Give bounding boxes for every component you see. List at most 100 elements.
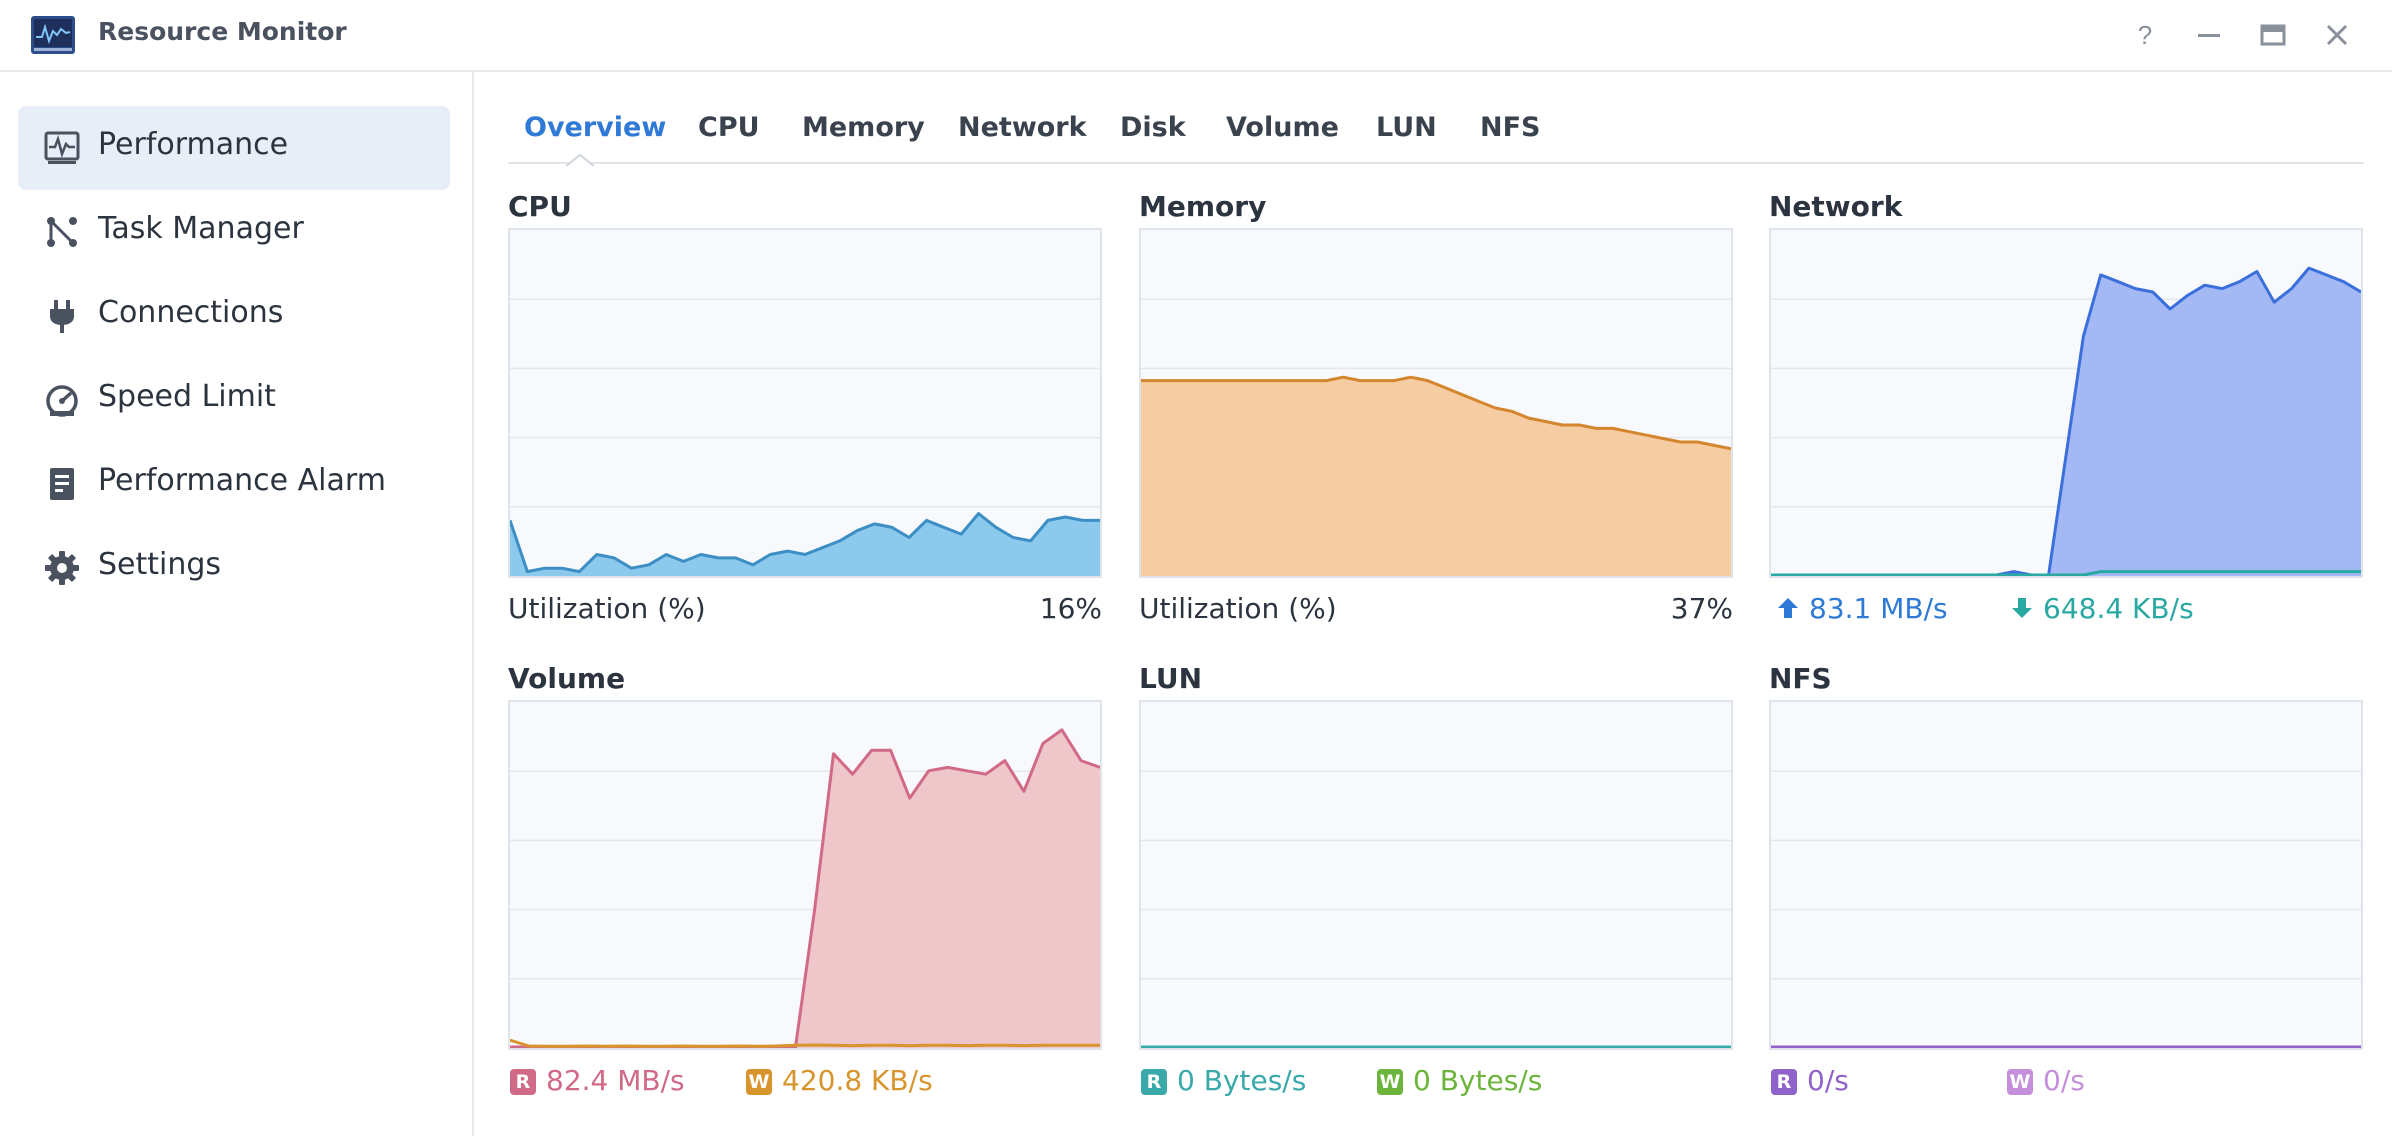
close-icon [2326,24,2348,46]
volume-read: R 82.4 MB/s [510,1064,685,1097]
download-arrow-icon [2012,598,2032,618]
sidebar-item-label: Settings [98,547,222,582]
network-chart-svg [1771,266,2361,576]
volume-read-series-area [510,729,1100,1048]
sidebar-item-settings[interactable]: Settings [18,526,450,610]
task-manager-icon [47,217,77,247]
panel-title: Volume [508,662,626,695]
nfs-panel[interactable]: NFS R 0/s W 0/s [1769,662,2363,1128]
gear-icon [45,551,79,585]
panel-title: Network [1769,190,1903,223]
maximize-icon [2260,24,2286,46]
volume-panel[interactable]: Volume R 82.4 MB/s W 420.8 KB/s [508,662,1102,1128]
minimize-icon [2198,34,2220,37]
nfs-write: W 0/s [2007,1064,2085,1097]
nfs-chart-svg [1771,770,2361,1048]
memory-value: 37% [1670,592,1733,625]
nfs-read: R 0/s [1771,1064,1849,1097]
read-badge: R [510,1069,536,1095]
cpu-metric-label: Utilization (%) [508,592,706,625]
cpu-value: 16% [1039,592,1102,625]
gauge-icon [46,385,78,417]
upload-arrow-icon [1778,598,1798,618]
network-upload: 83.1 MB/s [1777,592,1948,625]
maximize-button[interactable] [2256,18,2290,52]
pulse-icon [44,131,80,164]
sidebar: Performance Task Manager Connections Spe… [0,72,474,1136]
volume-write: W 420.8 KB/s [746,1064,933,1097]
lun-panel[interactable]: LUN R 0 Bytes/s W 0 Bytes/s [1139,662,1733,1128]
minimize-button[interactable] [2192,18,2226,52]
sidebar-item-performance-alarm[interactable]: Performance Alarm [18,442,450,526]
alarm-icon [50,468,74,500]
help-icon: ? [2138,20,2152,50]
app-title: Resource Monitor [98,17,347,46]
active-tab-caret [566,154,594,167]
lun-chart [1139,700,1733,1050]
nfs-chart [1769,700,2363,1050]
write-badge: W [746,1069,772,1095]
sidebar-item-speed-limit[interactable]: Speed Limit [18,358,450,442]
write-badge: W [2007,1069,2033,1095]
resource-monitor-app-icon [31,16,75,54]
cpu-chart-svg [510,298,1100,576]
sidebar-item-label: Performance [98,127,289,162]
network-chart [1769,228,2363,578]
write-badge: W [1377,1069,1403,1095]
panel-title: Memory [1139,190,1267,223]
lun-read-value: 0 Bytes/s [1177,1064,1307,1097]
sidebar-item-task-manager[interactable]: Task Manager [18,190,450,274]
read-badge: R [1771,1069,1797,1095]
cpu-chart [508,228,1102,578]
lun-write: W 0 Bytes/s [1377,1064,1542,1097]
lun-read: R 0 Bytes/s [1141,1064,1306,1097]
close-button[interactable] [2320,18,2354,52]
network-download-value: 648.4 KB/s [2043,592,2194,625]
tab-lun[interactable]: LUN [1376,112,1437,143]
sidebar-item-label: Connections [98,295,284,330]
volume-chart-svg [510,728,1100,1048]
volume-write-value: 420.8 KB/s [782,1064,933,1097]
title-bar: Resource Monitor ? [0,0,2392,72]
tab-volume[interactable]: Volume [1226,112,1339,143]
plug-icon [50,300,74,333]
tab-network[interactable]: Network [958,112,1087,143]
network-download-series-line [1771,570,2361,576]
sidebar-item-label: Performance Alarm [98,463,386,498]
memory-chart [1139,228,1733,578]
panel-title: CPU [508,190,572,223]
help-button[interactable]: ? [2128,18,2162,52]
lun-write-value: 0 Bytes/s [1413,1064,1543,1097]
volume-write-series-line [510,1038,1100,1048]
cpu-series-line [510,512,1100,574]
network-upload-series-area [1771,268,2361,576]
panel-title: LUN [1139,662,1203,695]
svg-text:?: ? [2138,20,2152,50]
tab-nfs[interactable]: NFS [1480,112,1541,143]
network-upload-value: 83.1 MB/s [1809,592,1948,625]
tab-bar: Overview CPU Memory Network Disk Volume … [508,96,2364,164]
memory-series-line [1141,375,1731,451]
lun-chart-svg [1141,770,1731,1048]
memory-panel[interactable]: Memory Utilization (%) 37% [1139,190,1733,656]
sidebar-item-performance[interactable]: Performance [18,106,450,190]
cpu-series-area [510,513,1100,576]
nfs-write-value: 0/s [2043,1064,2085,1097]
sidebar-item-connections[interactable]: Connections [18,274,450,358]
tab-disk[interactable]: Disk [1120,112,1186,143]
volume-chart [508,700,1102,1050]
sidebar-item-label: Speed Limit [98,379,276,414]
cpu-panel[interactable]: CPU Utilization (%) 16% [508,190,1102,656]
memory-chart-svg [1141,298,1731,576]
memory-series-area [1141,377,1731,576]
sidebar-item-label: Task Manager [98,211,304,246]
panel-title: NFS [1769,662,1832,695]
nfs-read-value: 0/s [1807,1064,1849,1097]
tab-overview[interactable]: Overview [524,112,667,143]
tab-memory[interactable]: Memory [802,112,925,143]
tab-cpu[interactable]: CPU [698,112,760,143]
network-panel[interactable]: Network 83.1 MB/s 648.4 KB/s [1769,190,2363,656]
network-download: 648.4 KB/s [2011,592,2194,625]
read-badge: R [1141,1069,1167,1095]
memory-metric-label: Utilization (%) [1139,592,1337,625]
